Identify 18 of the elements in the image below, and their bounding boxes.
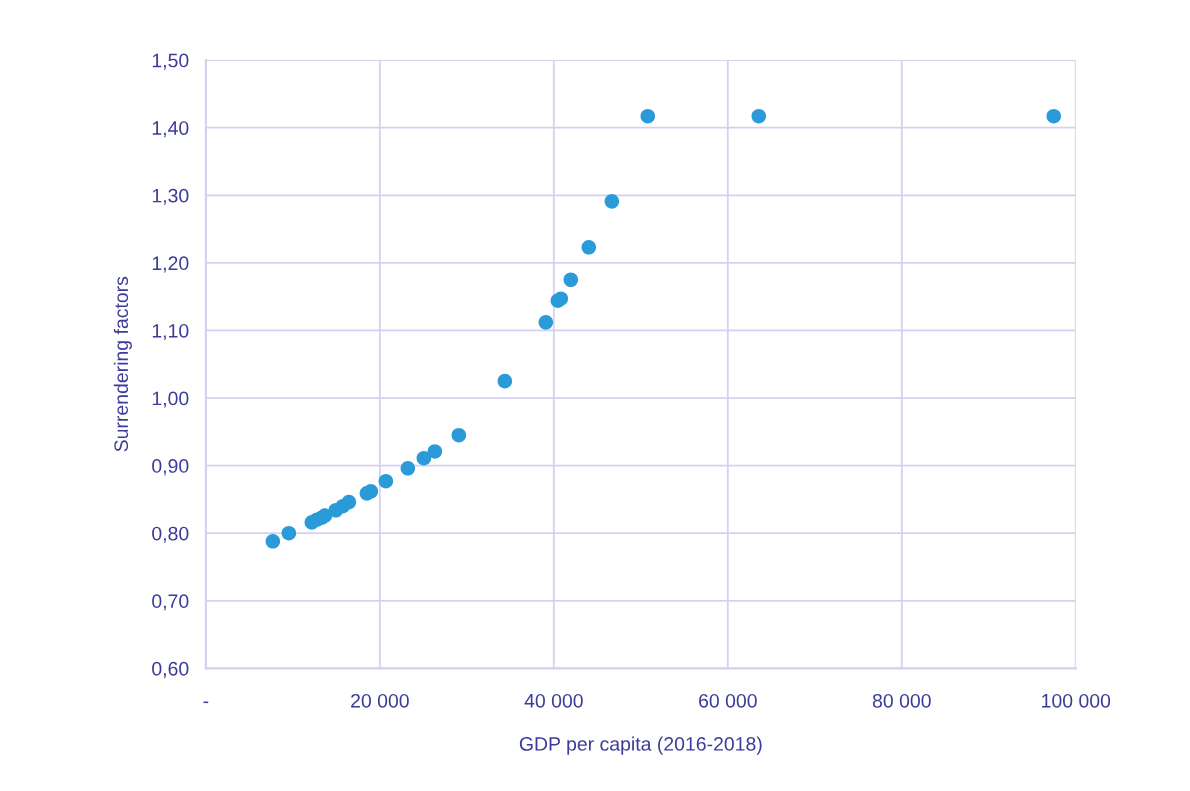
x-tick-label: 60 000: [699, 693, 757, 708]
y-tick-label: 1,50: [152, 53, 189, 70]
x-tick-label: -: [203, 701, 209, 704]
x-tick-label: 100 000: [1042, 693, 1111, 708]
y-tick-label: 1,00: [152, 391, 189, 408]
x-tick-label: 80 000: [872, 693, 931, 708]
y-tick-label: 1,20: [152, 256, 189, 273]
y-tick-label: 1,40: [152, 121, 189, 138]
x-tick-label: 40 000: [524, 693, 583, 708]
y-tick-label: 1,10: [152, 323, 189, 340]
y-tick-label: 0,60: [152, 661, 189, 678]
x-tick-label: 20 000: [351, 693, 409, 708]
y-tick-label: 1,30: [152, 188, 189, 205]
y-axis-title: Surrendering factors: [113, 276, 132, 452]
x-axis-title: GDP per capita (2016-2018): [519, 736, 762, 755]
y-tick-label: 0,80: [152, 526, 189, 543]
y-tick-label: 0,70: [152, 594, 189, 611]
y-tick-label: 0,90: [152, 459, 189, 476]
